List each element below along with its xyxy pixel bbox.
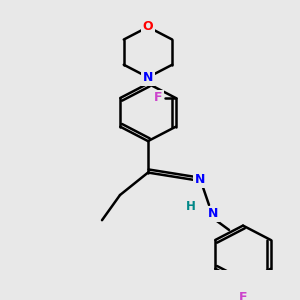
Text: H: H <box>186 200 196 213</box>
Text: O: O <box>143 20 153 34</box>
Text: N: N <box>143 71 153 84</box>
Text: F: F <box>154 92 162 104</box>
Text: N: N <box>195 173 206 186</box>
Text: N: N <box>208 207 218 220</box>
Text: F: F <box>239 291 247 300</box>
